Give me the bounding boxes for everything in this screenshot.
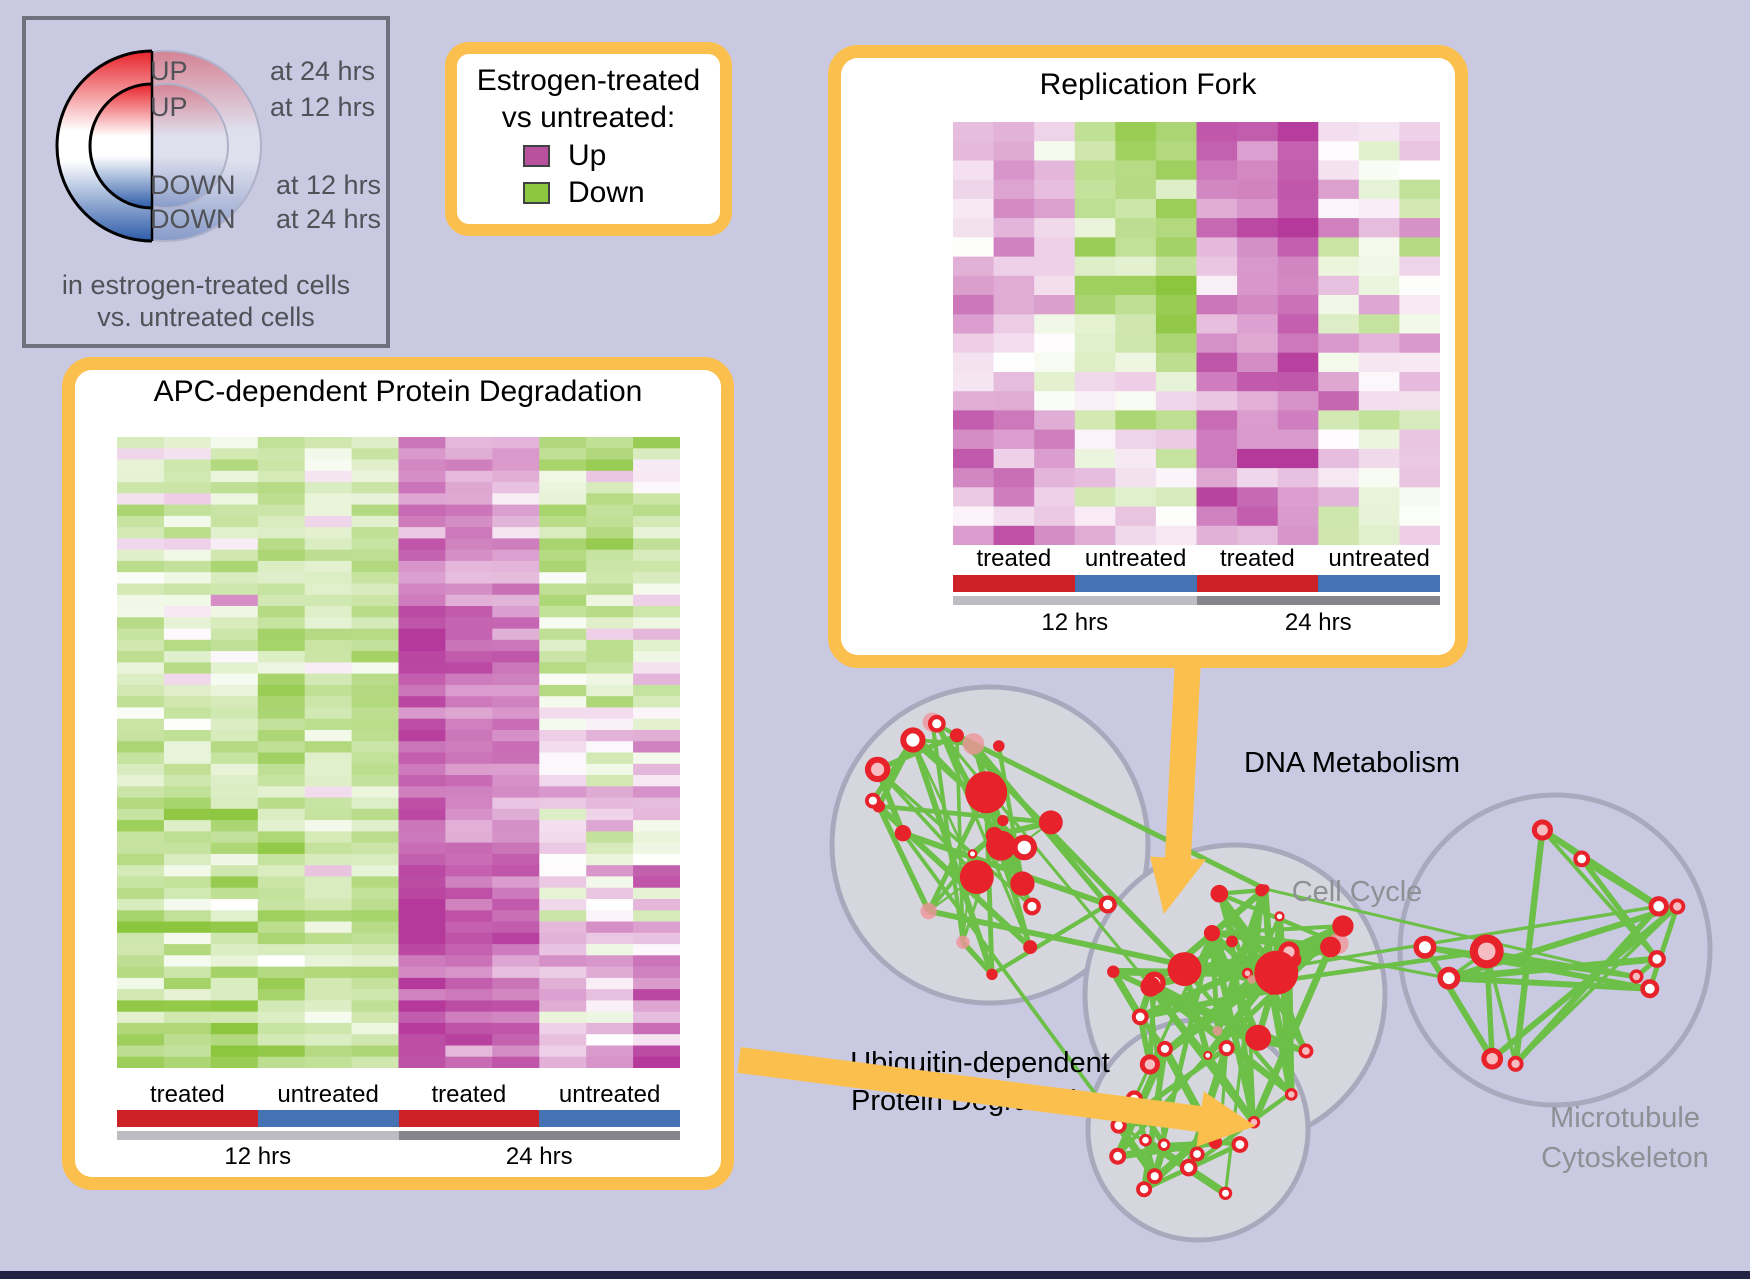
color-legend-title-line2: vs untreated:: [501, 101, 676, 134]
up-label: Up: [568, 139, 607, 172]
ring-row-time: at 24 hrs: [276, 204, 382, 234]
condition-labels: treated untreated treated untreated: [953, 545, 1440, 573]
condition-label: untreated: [1328, 545, 1430, 572]
condition-label: treated: [976, 545, 1052, 572]
hrs24-bar: [1196, 596, 1440, 605]
time-label: 24 hrs: [1284, 609, 1352, 636]
color-legend-title-line1: Estrogen-treated: [476, 64, 701, 97]
condition-labels: treated untreated treated untreated: [117, 1081, 680, 1109]
microtubule-cytoskeleton-label: Microtubule Cytoskeleton: [1541, 1102, 1709, 1174]
updown-ring-legend: UP at 24 hrs UP at 12 hrs DOWN at 12 hrs…: [22, 16, 390, 348]
ubiquitin-degradation-label: Ubiquitin-dependent Protein Degradation: [850, 1047, 1110, 1117]
hrs24-bar: [398, 1131, 680, 1140]
time-bars: [953, 596, 1440, 605]
condition-label: treated: [1220, 545, 1295, 572]
ring-row-time: at 12 hrs: [276, 170, 382, 200]
legend-item-down: Down: [457, 176, 720, 210]
treated-bar: [398, 1110, 540, 1127]
time-bars: [117, 1131, 680, 1140]
ring-row-word: DOWN: [150, 204, 236, 234]
ring-left-solid: [55, 49, 152, 243]
panel-title: APC-dependent Protein Degradation: [153, 375, 643, 408]
ring-row-word: UP: [150, 92, 188, 122]
hrs12-bar: [953, 596, 1197, 605]
ring-right-faded: [152, 50, 262, 242]
treated-bar: [117, 1110, 258, 1127]
color-legend: Estrogen-treated vs untreated: Up Down: [445, 42, 732, 236]
ring-row-time: at 12 hrs: [270, 92, 376, 122]
time-label: 12 hrs: [1041, 609, 1109, 636]
untreated-bar: [1074, 575, 1197, 592]
dna-metabolism-label: DNA Metabolism: [1244, 747, 1460, 779]
time-labels: 12 hrs 24 hrs: [953, 609, 1440, 637]
ring-row-word: DOWN: [150, 170, 236, 200]
condition-bars: [117, 1110, 680, 1127]
time-labels: 12 hrs 24 hrs: [117, 1143, 680, 1171]
apc-heatmap: [117, 437, 680, 1068]
up-swatch: [523, 145, 550, 167]
condition-label: untreated: [558, 1081, 661, 1108]
treated-bar: [953, 575, 1075, 592]
time-label: 24 hrs: [505, 1143, 573, 1170]
ring-row-time: at 24 hrs: [270, 56, 376, 86]
figure-border-bottom: [0, 1271, 1750, 1279]
condition-label: untreated: [1084, 545, 1187, 572]
network-svg: [829, 684, 1713, 1243]
legend-item-up: Up: [457, 139, 720, 173]
ring-caption-line2: vs. untreated cells: [97, 302, 315, 332]
ring-row-word: UP: [150, 56, 188, 86]
hrs12-bar: [117, 1131, 399, 1140]
cell-cycle-label: Cell Cycle: [1291, 876, 1423, 908]
condition-label: untreated: [277, 1081, 379, 1108]
treated-bar: [1196, 575, 1319, 592]
replication-heatmap: [953, 122, 1440, 545]
time-label: 12 hrs: [224, 1143, 292, 1170]
untreated-bar: [257, 1110, 399, 1127]
untreated-bar: [1318, 575, 1440, 592]
condition-label: treated: [431, 1081, 507, 1108]
ring-diagram: [55, 49, 262, 243]
replication-fork-panel: Replication Fork treated untreated treat…: [828, 45, 1468, 668]
condition-bars: [953, 575, 1440, 592]
panel-title: Replication Fork: [1039, 68, 1257, 101]
ring-caption-line1: in estrogen-treated cells: [61, 270, 351, 300]
down-label: Down: [568, 176, 645, 209]
apc-panel: APC-dependent Protein Degradation treate…: [62, 357, 734, 1190]
down-swatch: [523, 182, 550, 204]
condition-label: treated: [150, 1081, 225, 1108]
untreated-bar: [539, 1110, 680, 1127]
